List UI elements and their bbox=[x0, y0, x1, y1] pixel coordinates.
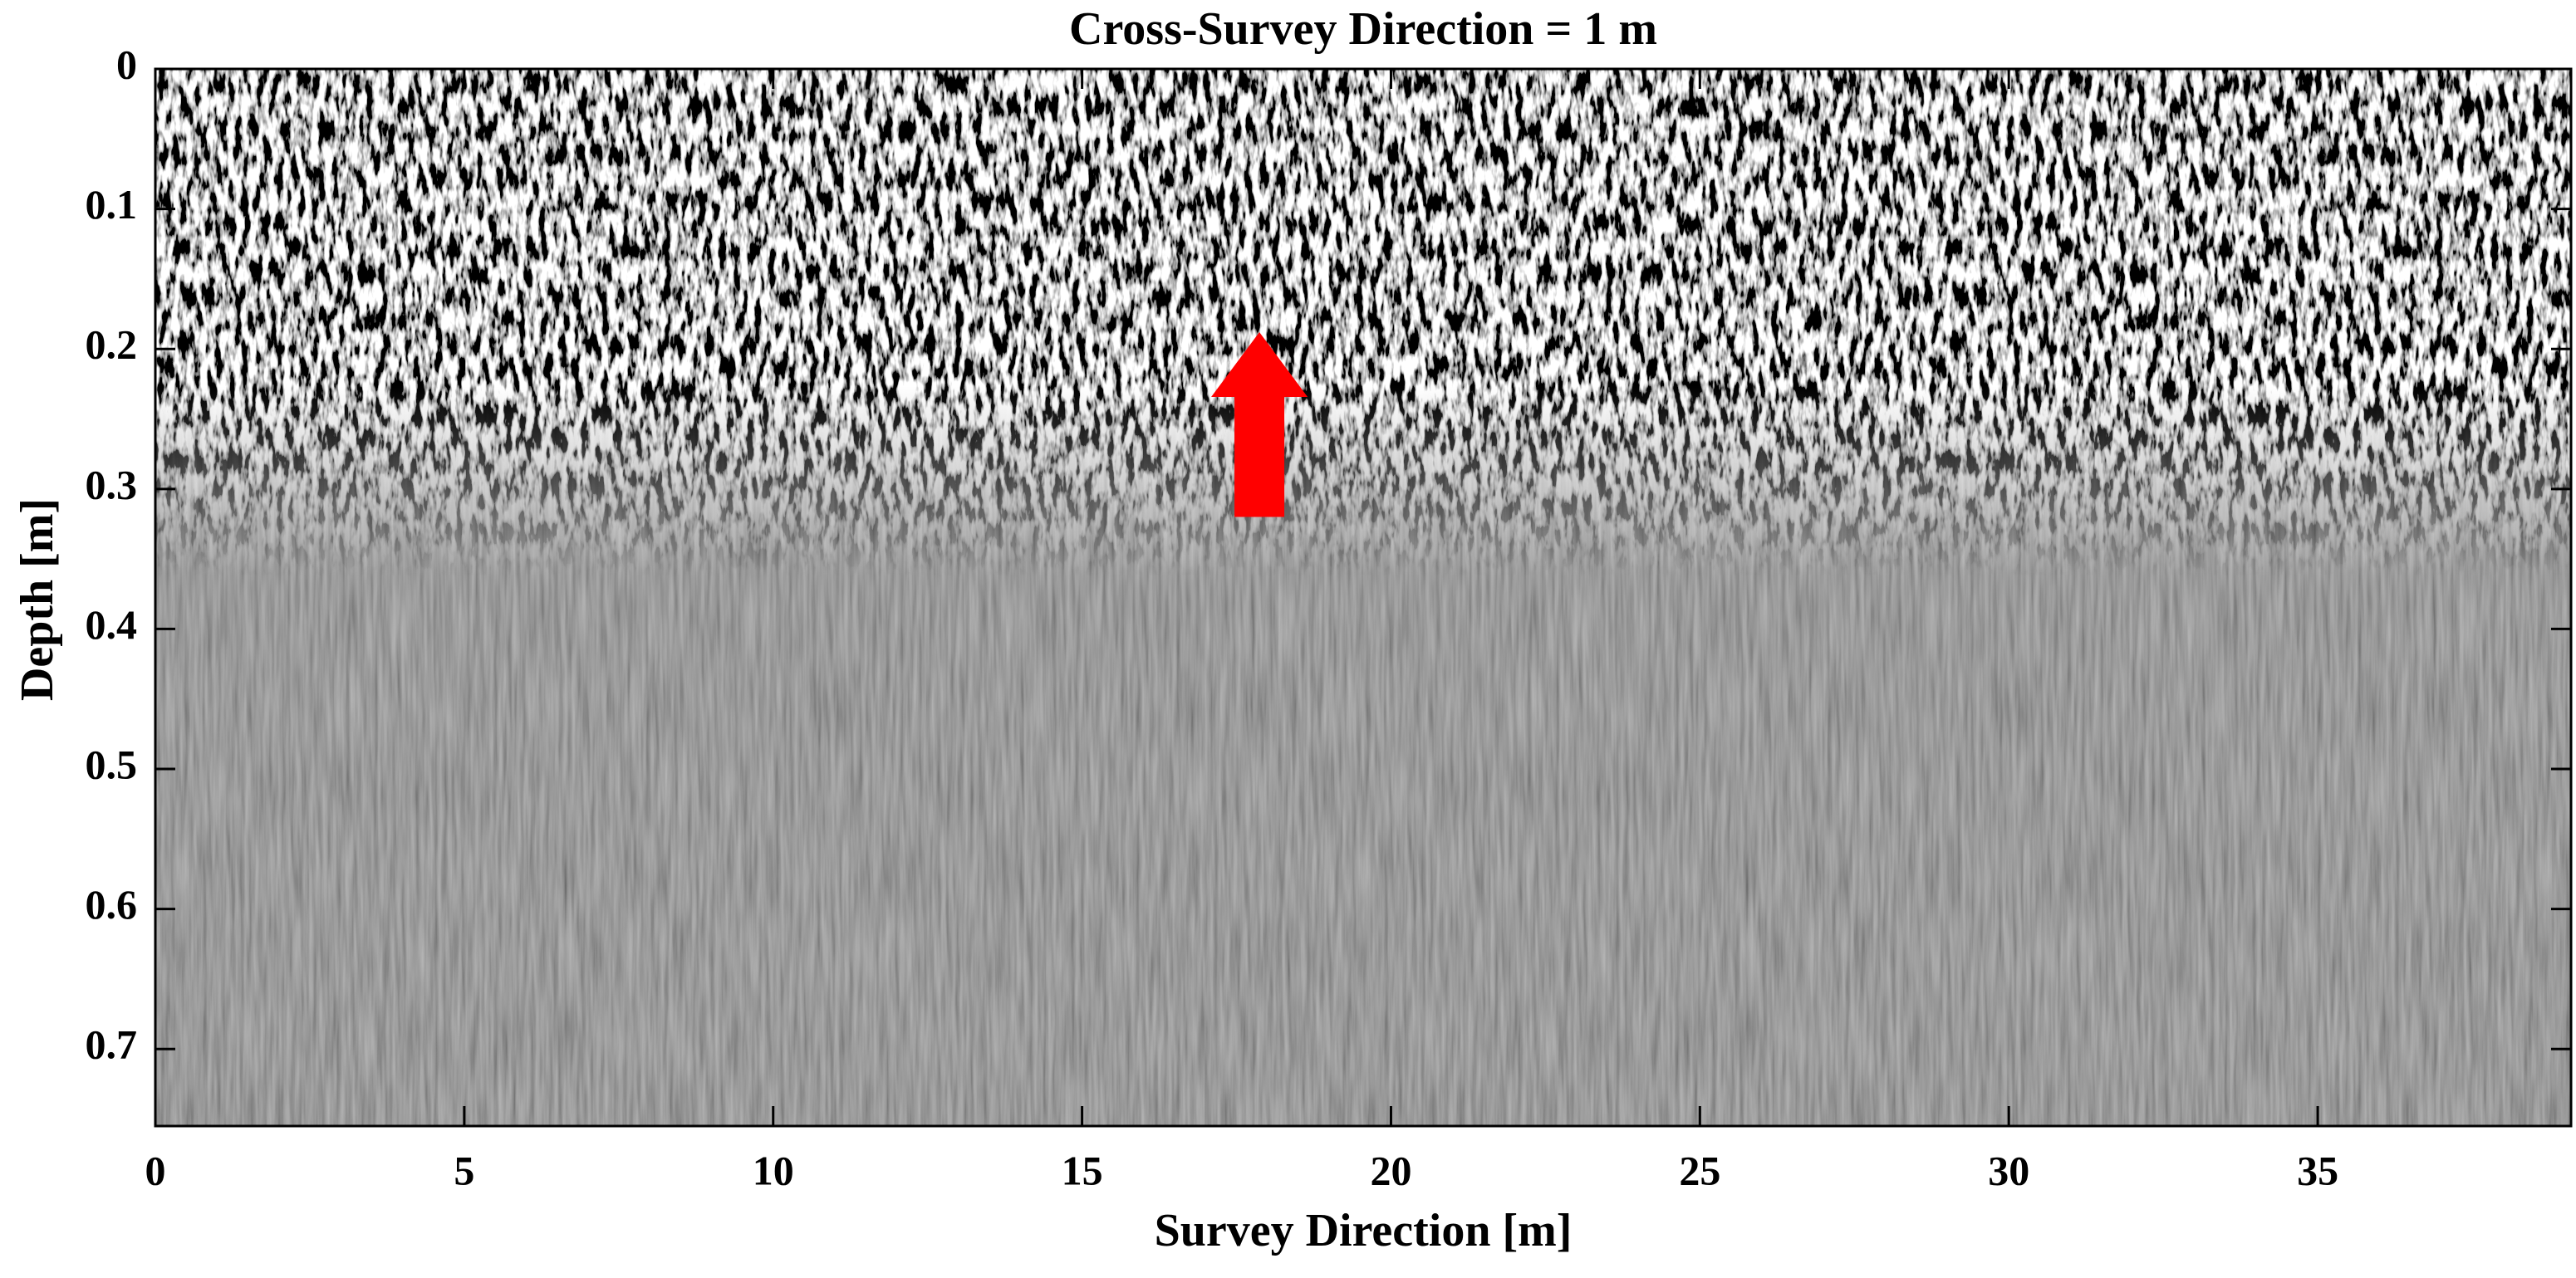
y-tick-label: 0.4 bbox=[86, 601, 138, 648]
x-tick-label: 35 bbox=[2297, 1147, 2338, 1193]
x-tick-label: 0 bbox=[145, 1147, 166, 1193]
y-tick-label: 0.1 bbox=[86, 181, 138, 228]
x-tick-label: 15 bbox=[1062, 1147, 1103, 1193]
x-tick-label: 5 bbox=[454, 1147, 474, 1193]
chart-title: Cross-Survey Direction = 1 m bbox=[1069, 3, 1657, 55]
y-tick-label: 0.2 bbox=[86, 321, 138, 368]
radargram-image bbox=[155, 69, 2571, 1126]
x-tick-label: 30 bbox=[1988, 1147, 2029, 1193]
x-tick-label: 25 bbox=[1679, 1147, 1720, 1193]
y-tick-label: 0.7 bbox=[86, 1021, 138, 1068]
x-axis-label: Survey Direction [m] bbox=[1155, 1205, 1573, 1256]
y-tick-label: 0.6 bbox=[86, 881, 138, 928]
annotation-arrow bbox=[1211, 331, 1308, 517]
plot-frame bbox=[154, 67, 2573, 1128]
y-tick-label: 0.5 bbox=[86, 742, 138, 788]
x-tick-label: 20 bbox=[1370, 1147, 1411, 1193]
y-axis-label: Depth [m] bbox=[12, 498, 63, 701]
y-tick-label: 0 bbox=[116, 41, 137, 87]
x-tick-label: 10 bbox=[753, 1147, 794, 1193]
y-tick-label: 0.3 bbox=[86, 461, 138, 507]
